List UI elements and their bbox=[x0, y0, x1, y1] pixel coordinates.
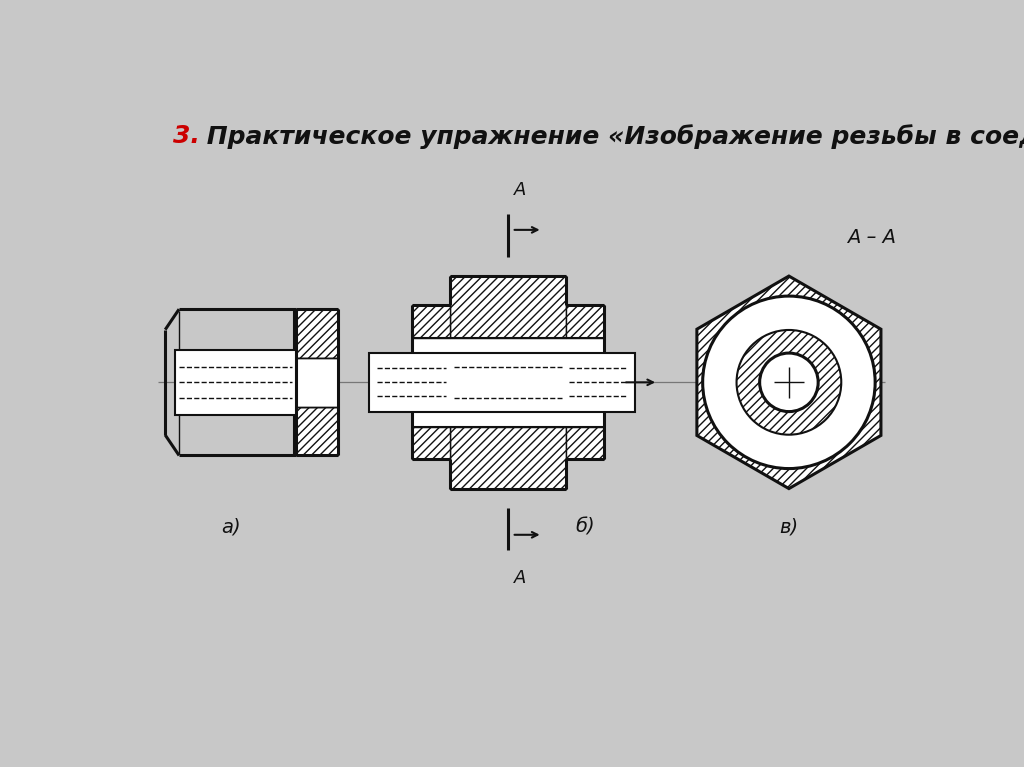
Text: А – А: А – А bbox=[847, 229, 896, 247]
Bar bbox=[412, 337, 451, 427]
Text: а): а) bbox=[221, 517, 241, 536]
Bar bbox=[565, 305, 604, 337]
Polygon shape bbox=[697, 276, 881, 489]
Circle shape bbox=[702, 296, 876, 469]
Text: А: А bbox=[514, 569, 526, 588]
Bar bbox=[296, 407, 339, 456]
Text: 3.: 3. bbox=[173, 124, 200, 148]
Bar bbox=[296, 309, 339, 357]
Text: А: А bbox=[514, 181, 526, 199]
Bar bbox=[451, 427, 565, 489]
Text: в): в) bbox=[779, 517, 799, 536]
Bar bbox=[370, 353, 635, 412]
Text: Практическое упражнение «Изображение резьбы в соединении»: Практическое упражнение «Изображение рез… bbox=[199, 124, 1024, 150]
Bar bbox=[412, 305, 451, 337]
Bar bbox=[412, 427, 451, 459]
Bar bbox=[565, 337, 604, 427]
Bar bbox=[175, 350, 296, 415]
Bar bbox=[296, 357, 339, 407]
Bar bbox=[451, 337, 565, 427]
Bar bbox=[451, 276, 565, 337]
Circle shape bbox=[736, 330, 842, 435]
Text: б): б) bbox=[575, 517, 595, 536]
Bar bbox=[565, 427, 604, 459]
Circle shape bbox=[760, 353, 818, 412]
